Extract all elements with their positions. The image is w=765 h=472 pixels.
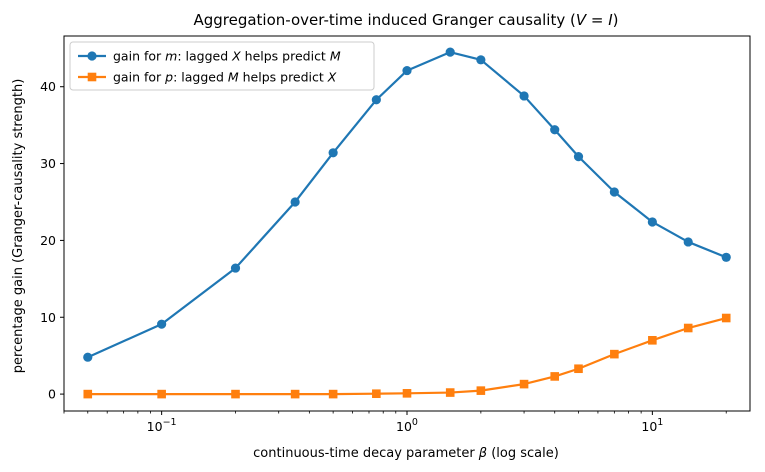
data-point xyxy=(476,386,486,395)
y-tick-label: 30 xyxy=(40,156,56,171)
data-point xyxy=(610,349,619,359)
data-point xyxy=(683,323,693,333)
y-axis-label: percentage gain (Granger-causality stren… xyxy=(11,79,26,374)
data-point xyxy=(83,352,93,362)
data-point xyxy=(157,389,166,399)
data-point xyxy=(721,313,731,323)
data-point xyxy=(231,389,240,399)
y-tick-label: 40 xyxy=(40,79,56,94)
x-axis-label: continuous-time decay parameter β (log s… xyxy=(253,446,559,461)
x-tick-label: 101 xyxy=(641,417,663,434)
data-point xyxy=(609,187,619,197)
data-point xyxy=(519,379,529,389)
data-point xyxy=(647,217,657,227)
series-line xyxy=(87,316,727,396)
series-1 xyxy=(83,47,731,362)
legend-marker xyxy=(87,72,97,82)
data-point xyxy=(328,389,338,399)
data-point xyxy=(573,152,584,162)
data-point xyxy=(721,252,731,262)
y-tick-label: 10 xyxy=(40,310,56,325)
plot-frame xyxy=(63,35,751,412)
data-point xyxy=(574,364,583,374)
data-point xyxy=(372,389,381,399)
legend-label: gain for m: lagged X helps predict M xyxy=(113,49,341,64)
data-point xyxy=(328,148,338,158)
data-point xyxy=(402,65,412,76)
y-tick-label: 0 xyxy=(48,387,56,402)
legend-item-2: gain for p: lagged M helps predict X xyxy=(78,70,337,85)
data-point xyxy=(445,388,455,397)
data-point xyxy=(83,389,93,399)
legend-label: gain for p: lagged M helps predict X xyxy=(113,70,337,85)
y-tick-label: 20 xyxy=(40,233,56,248)
data-point xyxy=(157,319,167,329)
axes: 0 10 20 30 40 10−1 100 101 xyxy=(40,35,751,434)
x-tick-label: 10−1 xyxy=(147,417,177,434)
data-point xyxy=(648,336,657,345)
legend-marker xyxy=(87,51,97,61)
data-point xyxy=(519,91,529,101)
data-point xyxy=(230,263,241,273)
data-point xyxy=(290,389,300,399)
series-line xyxy=(87,51,727,359)
data-point xyxy=(371,95,381,105)
legend: gain for m: lagged X helps predict M gain… xyxy=(69,41,375,91)
data-point xyxy=(402,389,412,398)
data-point xyxy=(290,197,300,207)
series-2 xyxy=(83,313,731,399)
legend-item-1: gain for m: lagged X helps predict M xyxy=(78,49,341,64)
x-tick-label: 100 xyxy=(396,417,418,434)
data-point xyxy=(683,237,693,247)
data-point xyxy=(550,125,560,135)
data-point xyxy=(476,55,486,65)
data-point xyxy=(550,372,560,381)
plot-series xyxy=(83,47,731,399)
legend-box xyxy=(69,41,375,91)
data-point xyxy=(445,47,455,57)
chart-title: Aggregation-over-time induced Granger ca… xyxy=(193,11,618,29)
